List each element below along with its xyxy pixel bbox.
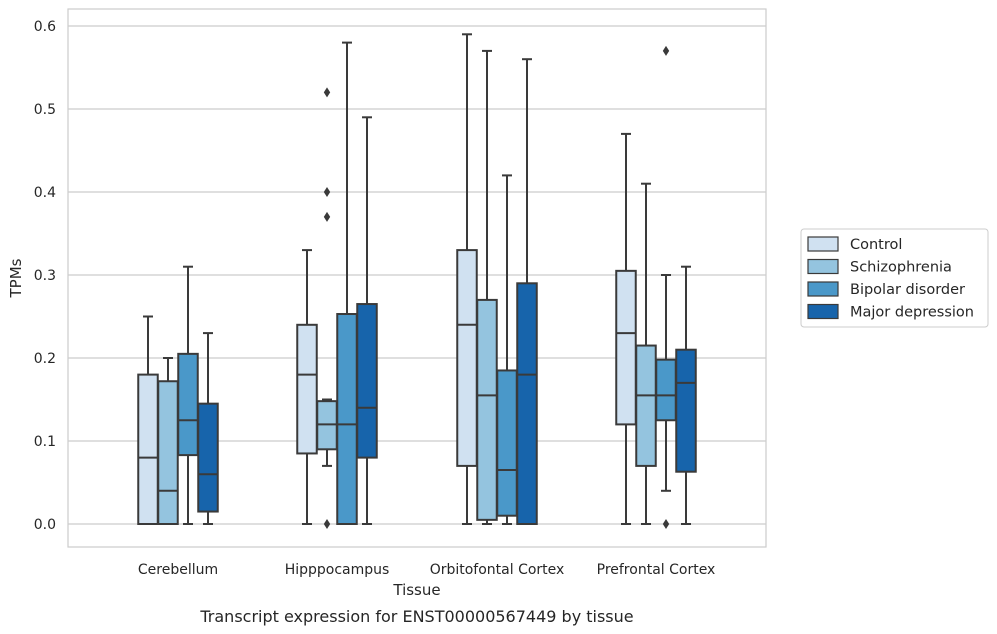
box xyxy=(157,357,179,525)
box xyxy=(456,33,478,525)
box xyxy=(496,174,518,525)
series-major-depression xyxy=(197,58,697,525)
box-body xyxy=(516,282,538,525)
box-body xyxy=(476,298,498,521)
box xyxy=(197,332,219,525)
legend-label: Control xyxy=(850,237,902,253)
y-tick-label: 0.2 xyxy=(34,351,56,367)
y-tick-label: 0.4 xyxy=(34,185,56,201)
outlier-point xyxy=(323,187,331,197)
legend-swatch xyxy=(807,281,839,297)
box xyxy=(137,315,159,525)
y-tick-label: 0.3 xyxy=(34,268,56,284)
category-label: Cerebellum xyxy=(138,562,218,578)
outlier-point xyxy=(323,211,331,222)
legend-frame xyxy=(800,228,989,328)
box xyxy=(177,265,199,525)
box xyxy=(615,132,637,525)
category-label: Prefrontal Cortex xyxy=(597,562,716,578)
box-body xyxy=(356,303,378,459)
legend-swatch xyxy=(807,236,839,252)
legend-item: Major depression xyxy=(807,303,974,321)
outlier-point xyxy=(662,519,670,529)
box-series xyxy=(137,33,697,529)
box-body xyxy=(296,323,318,455)
box xyxy=(336,41,358,526)
outlier-point xyxy=(323,87,331,98)
outlier-point xyxy=(323,519,331,529)
series-schizophrenia xyxy=(157,49,657,529)
box-body xyxy=(197,402,219,513)
legend-label: Major depression xyxy=(850,305,974,321)
box xyxy=(675,265,697,525)
legend-swatch xyxy=(807,303,839,320)
plot-frame xyxy=(67,8,767,548)
box-body xyxy=(496,369,518,517)
box xyxy=(516,58,538,525)
box-body xyxy=(675,348,697,473)
box-body xyxy=(615,269,637,426)
y-axis-label: TPMs xyxy=(7,258,25,298)
y-tick-label: 0.1 xyxy=(34,434,56,450)
legend-item: Schizophrenia xyxy=(807,258,952,276)
box xyxy=(655,45,677,529)
box-body xyxy=(137,373,159,525)
outlier-point xyxy=(662,45,670,56)
box-body xyxy=(177,352,199,457)
legend-item: Control xyxy=(807,236,902,253)
y-tick-labels: 0.0 0.1 0.2 0.3 0.4 0.5 0.6 xyxy=(34,19,56,533)
box xyxy=(635,182,657,525)
y-tick-label: 0.6 xyxy=(34,19,56,35)
category-labels: Cerebellum Hipppocampus Orbitofontal Corte… xyxy=(138,562,715,578)
box-body xyxy=(635,344,657,467)
series-bipolar-disorder xyxy=(177,41,677,529)
legend-swatch xyxy=(807,258,839,275)
legend-label: Bipolar disorder xyxy=(850,282,965,298)
box xyxy=(296,249,318,525)
category-label: Orbitofontal Cortex xyxy=(430,562,565,578)
category-label: Hipppocampus xyxy=(285,562,390,578)
box xyxy=(356,116,378,525)
y-tick-label: 0.0 xyxy=(34,517,56,533)
y-tick-label: 0.5 xyxy=(34,102,56,118)
box-body xyxy=(456,249,478,467)
box-body xyxy=(157,380,179,525)
box xyxy=(316,87,338,529)
box xyxy=(476,49,498,525)
legend: Control Schizophrenia Bipolar disorder Majo… xyxy=(800,228,989,328)
legend-label: Schizophrenia xyxy=(850,260,952,276)
chart-caption: Transcript expression for ENST0000056744… xyxy=(199,607,633,626)
legend-item: Bipolar disorder xyxy=(807,281,965,298)
box-body xyxy=(655,358,677,422)
box-body xyxy=(336,313,358,526)
x-axis-label: Tissue xyxy=(392,581,440,599)
